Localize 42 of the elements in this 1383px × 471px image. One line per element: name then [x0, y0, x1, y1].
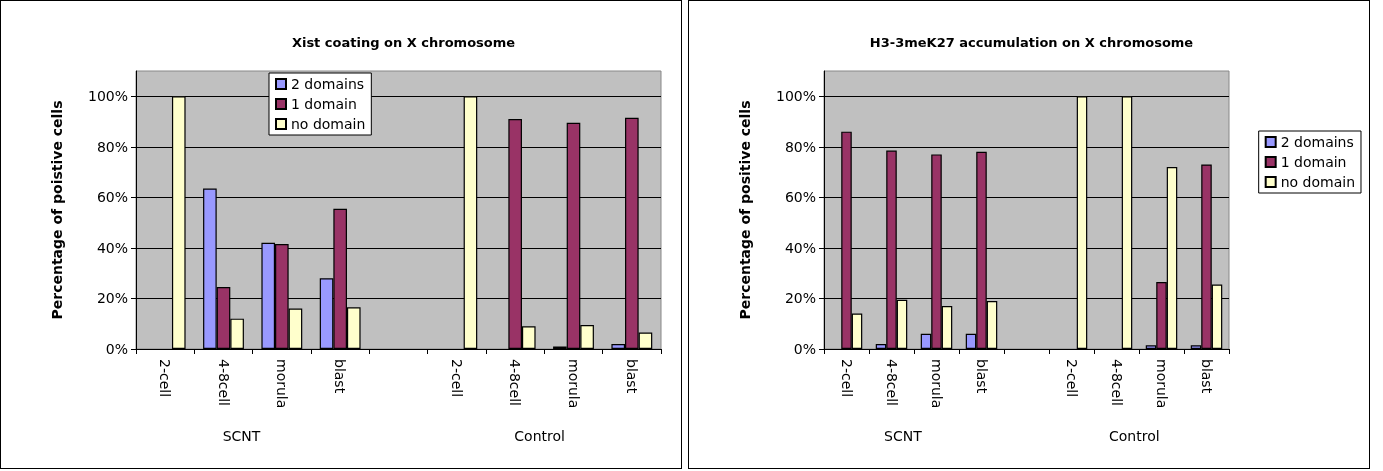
legend-label: 2 domains [1280, 134, 1354, 150]
x-tick-label: 2-cell [838, 359, 855, 398]
chart-title: Xist coating on X chromosome [291, 35, 516, 50]
legend-label: no domain [1280, 174, 1356, 190]
text: SCNT [884, 428, 923, 444]
y-tick-label: 40% [784, 239, 816, 256]
y-tick-label: 20% [784, 290, 816, 307]
text: Control [514, 428, 565, 444]
legend-label: 1 domain [1280, 154, 1347, 170]
x-tick-label: 4-8cell [1108, 359, 1125, 406]
x-tick-label: morula [1153, 359, 1170, 409]
x-tick-label: 4-8cell [215, 359, 232, 406]
x-tick-label: blast [623, 359, 640, 394]
y-tick-label: 20% [96, 290, 128, 307]
y-tick-label: 40% [96, 239, 128, 256]
chart-title: H3-3meK27 accumulation on X chromosome [869, 35, 1194, 50]
x-tick-label: morula [928, 359, 945, 409]
y-tick-label: 0% [793, 341, 816, 357]
x-tick-label: 2-cell [1063, 359, 1080, 398]
text: SCNT [222, 428, 261, 444]
x-tick-label: blast [973, 359, 990, 394]
legend-label: 2 domains [291, 76, 365, 92]
y-tick-label: 60% [96, 189, 128, 206]
legend-label: no domain [291, 116, 366, 132]
y-tick-label: 100% [775, 88, 816, 105]
y-tick-label: 60% [784, 189, 816, 206]
y-tick-label: 0% [105, 341, 128, 357]
x-tick-label: blast [332, 359, 349, 394]
x-tick-label: blast [1198, 359, 1215, 394]
x-tick-label: 4-8cell [507, 359, 524, 406]
text: Control [1109, 428, 1160, 444]
legend-label: 1 domain [291, 96, 357, 112]
y-tick-label: 100% [87, 88, 128, 105]
y-tick-label: 80% [784, 138, 816, 155]
y-axis-title: Percentage of poistive cells [49, 100, 65, 320]
x-tick-label: 4-8cell [883, 359, 900, 406]
x-tick-label: 2-cell [448, 359, 465, 398]
x-tick-label: morula [565, 359, 582, 409]
x-tick-label: 2-cell [157, 359, 174, 398]
x-tick-label: morula [273, 359, 290, 409]
y-tick-label: 80% [96, 138, 128, 155]
y-axis-title: Percentage of positive cells [737, 100, 753, 320]
